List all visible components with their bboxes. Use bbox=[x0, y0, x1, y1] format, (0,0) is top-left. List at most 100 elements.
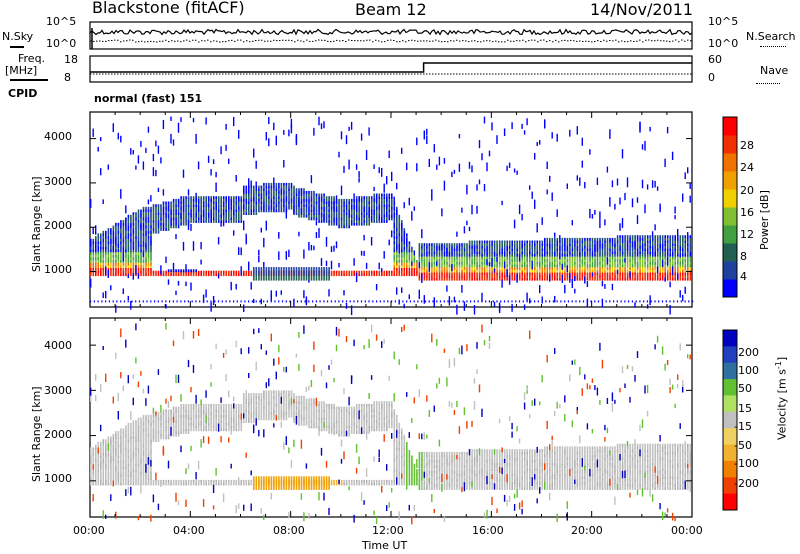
power-cell bbox=[117, 222, 120, 226]
velocity-cell bbox=[187, 482, 190, 486]
velocity-cell bbox=[120, 455, 122, 459]
velocity-noise bbox=[308, 385, 310, 391]
velocity-cell bbox=[235, 403, 238, 407]
velocity-cell bbox=[398, 477, 401, 480]
power-cell bbox=[120, 260, 122, 263]
power-cell bbox=[360, 212, 363, 215]
velocity-noise bbox=[320, 447, 323, 456]
power-cell bbox=[167, 222, 170, 226]
velocity-cell bbox=[320, 414, 323, 418]
velocity-cell bbox=[92, 452, 95, 456]
power-cell bbox=[446, 275, 448, 278]
power-cell bbox=[102, 233, 105, 237]
power-cell bbox=[461, 261, 463, 265]
velocity-cell bbox=[147, 463, 150, 467]
velocity-cell bbox=[135, 444, 137, 448]
velocity-cell bbox=[102, 474, 105, 478]
power-noise bbox=[280, 290, 282, 295]
velocity-cell bbox=[245, 395, 248, 399]
velocity-cell bbox=[426, 476, 428, 480]
velocity-cell bbox=[433, 484, 436, 488]
velocity-cell bbox=[157, 436, 160, 440]
velocity-cell bbox=[418, 484, 421, 488]
power-cell bbox=[253, 209, 255, 213]
power-cell bbox=[325, 214, 328, 218]
power-cell bbox=[142, 228, 145, 231]
velocity-cell bbox=[383, 482, 386, 486]
power-noise bbox=[330, 246, 333, 253]
velocity-cell bbox=[365, 412, 368, 415]
velocity-cell bbox=[253, 398, 255, 402]
power-cell bbox=[373, 198, 375, 202]
power-noise bbox=[285, 209, 287, 219]
velocity-cell bbox=[130, 425, 132, 429]
velocity-cell bbox=[150, 439, 152, 442]
power-cell bbox=[263, 201, 265, 205]
power-noise bbox=[110, 285, 112, 291]
velocity-noise bbox=[340, 458, 343, 464]
velocity-cell bbox=[396, 474, 398, 478]
power-cell bbox=[285, 193, 288, 197]
power-cell bbox=[117, 265, 120, 269]
power-noise bbox=[418, 289, 420, 299]
velocity-noise bbox=[175, 492, 177, 502]
velocity-cell bbox=[255, 406, 258, 410]
velocity-cell bbox=[197, 409, 200, 413]
velocity-cell bbox=[461, 470, 463, 474]
power-cell bbox=[137, 270, 140, 274]
power-cell bbox=[406, 254, 408, 258]
power-cell bbox=[200, 201, 202, 205]
velocity-cell bbox=[228, 482, 230, 486]
power-cell bbox=[398, 230, 401, 234]
velocity-cell bbox=[391, 403, 393, 407]
power-cell bbox=[463, 275, 466, 278]
velocity-cell bbox=[142, 471, 145, 475]
power-cell bbox=[120, 233, 122, 237]
velocity-noise bbox=[255, 361, 257, 371]
power-cell bbox=[441, 277, 443, 281]
velocity-noise bbox=[263, 429, 265, 438]
velocity-cell bbox=[438, 454, 441, 458]
power-cell bbox=[370, 206, 373, 210]
velocity-cell bbox=[396, 439, 398, 442]
velocity-cell bbox=[127, 439, 130, 442]
power-cell bbox=[401, 249, 403, 253]
velocity-cell bbox=[308, 403, 310, 407]
power-cell bbox=[433, 269, 436, 273]
power-noise bbox=[275, 135, 277, 146]
power-cell bbox=[207, 209, 210, 213]
velocity-cell bbox=[463, 451, 466, 455]
velocity-cell bbox=[117, 450, 120, 453]
power-cell bbox=[320, 198, 323, 202]
velocity-cell bbox=[413, 471, 416, 475]
power-cell bbox=[130, 270, 132, 274]
power-cell bbox=[463, 272, 466, 276]
power-cell bbox=[90, 265, 92, 269]
power-cell bbox=[353, 204, 355, 207]
power-cell bbox=[100, 273, 102, 277]
power-cell bbox=[308, 209, 310, 213]
velocity-noise bbox=[222, 493, 225, 503]
velocity-cell bbox=[95, 474, 97, 478]
velocity-cell bbox=[150, 471, 152, 475]
power-cell bbox=[120, 230, 122, 234]
power-cell bbox=[147, 257, 150, 261]
velocity-noise bbox=[451, 468, 453, 475]
power-cell bbox=[360, 206, 363, 210]
velocity-cell bbox=[100, 482, 102, 486]
velocity-cell bbox=[388, 425, 391, 429]
power-cell bbox=[360, 198, 363, 202]
velocity-noise bbox=[245, 390, 247, 396]
velocity-cell bbox=[313, 417, 315, 421]
power-cell bbox=[386, 220, 388, 223]
power-noise bbox=[313, 245, 315, 251]
power-cell bbox=[313, 212, 315, 215]
velocity-cell bbox=[278, 403, 280, 407]
power-cell bbox=[245, 201, 248, 205]
power-cell bbox=[142, 206, 145, 210]
velocity-cell bbox=[328, 431, 330, 434]
power-cell bbox=[170, 214, 172, 218]
velocity-cell bbox=[250, 401, 253, 404]
velocity-cell bbox=[433, 468, 436, 471]
power-cell bbox=[137, 249, 140, 253]
